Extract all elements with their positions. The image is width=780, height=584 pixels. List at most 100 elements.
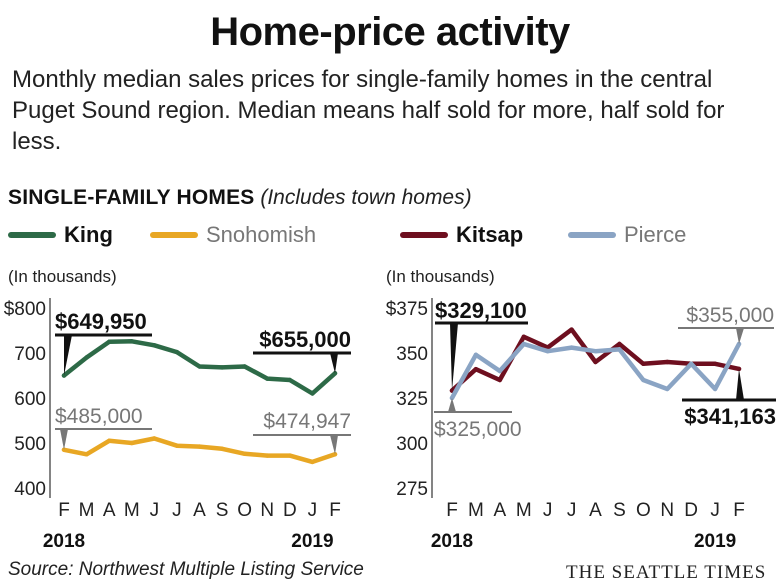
x-tick-label: J (172, 500, 182, 521)
x-tick-label: F (733, 500, 745, 521)
annotation-label: $655,000 (259, 327, 351, 352)
legend-label-king: King (64, 222, 113, 247)
data-point-snohomish (84, 452, 89, 457)
year-label-start: 2018 (43, 531, 85, 552)
annotation-label: $485,000 (55, 405, 143, 428)
data-point-kitsap (521, 334, 526, 339)
publisher-credit: THE SEATTLE TIMES (566, 562, 767, 583)
legend-item-snohomish: Snohomish (150, 220, 316, 250)
y-tick-label: 275 (396, 479, 428, 500)
x-tick-label: N (260, 500, 274, 521)
unit-label: (In thousands) (8, 267, 117, 286)
data-point-snohomish (287, 453, 293, 458)
y-tick-label: 300 (396, 434, 428, 455)
legend-swatch-king (8, 232, 56, 238)
data-point-kitsap (593, 359, 598, 365)
data-point-king (84, 355, 89, 360)
x-tick-label: F (329, 500, 341, 521)
data-point-snohomish (242, 451, 247, 456)
data-point-pierce (545, 349, 550, 354)
y-tick-label: $800 (4, 299, 46, 320)
y-tick-label: 400 (14, 479, 46, 500)
data-point-king (219, 365, 225, 370)
data-point-pierce (521, 341, 526, 347)
legend-swatch-pierce (568, 232, 616, 238)
data-point-kitsap (665, 359, 670, 365)
data-point-king (265, 376, 270, 381)
y-tick-label: $375 (386, 299, 428, 320)
data-point-snohomish (310, 459, 315, 465)
data-point-pierce (641, 377, 646, 383)
annotation-pointer (330, 353, 338, 374)
legend-label-pierce: Pierce (624, 222, 687, 247)
x-tick-label: D (283, 500, 297, 521)
x-tick-label: S (216, 500, 229, 521)
data-point-kitsap (569, 327, 574, 332)
x-tick-label: M (468, 500, 484, 521)
annotation-label: $355,000 (686, 304, 774, 327)
data-point-king (310, 391, 315, 396)
y-tick-label: 325 (396, 389, 428, 410)
data-point-snohomish (219, 446, 225, 452)
data-point-snohomish (197, 444, 202, 449)
annotation-pointer (60, 429, 68, 450)
x-tick-label: M (516, 500, 532, 521)
data-point-pierce (593, 349, 598, 354)
data-point-kitsap (617, 341, 622, 347)
annotation-pointer (736, 328, 744, 344)
data-point-pierce (617, 347, 622, 352)
x-tick-label: M (79, 500, 95, 521)
y-tick-label: 700 (14, 344, 46, 365)
data-point-kitsap (497, 377, 503, 383)
series-line-snohomish (61, 436, 338, 465)
data-point-kitsap (641, 361, 646, 366)
x-tick-label: F (58, 500, 70, 521)
x-tick-label: S (613, 500, 626, 521)
data-point-snohomish (265, 453, 270, 458)
legend-label-kitsap: Kitsap (456, 222, 524, 247)
x-tick-label: O (237, 500, 252, 521)
data-point-snohomish (152, 436, 157, 441)
x-tick-label: D (684, 500, 698, 521)
source-note: Source: Northwest Multiple Listing Servi… (8, 559, 364, 580)
x-tick-label: J (710, 500, 720, 521)
annotation-label: $474,947 (263, 410, 351, 433)
data-point-king (61, 373, 67, 378)
x-tick-label: A (493, 500, 506, 521)
data-point-pierce (497, 368, 503, 374)
x-tick-label: F (446, 500, 458, 521)
data-point-kitsap (473, 367, 479, 372)
y-tick-label: 350 (396, 344, 428, 365)
x-tick-label: J (150, 500, 160, 521)
page-subtitle: Monthly median sales prices for single-f… (12, 66, 725, 155)
section-heading: SINGLE-FAMILY HOMES (Includes town homes… (8, 186, 472, 210)
annotation-pointer (736, 368, 744, 400)
data-point-snohomish (332, 452, 338, 457)
page-title: Home-price activity (210, 10, 570, 54)
section-label: SINGLE-FAMILY HOMES (8, 186, 255, 209)
unit-label: (In thousands) (386, 267, 495, 286)
data-point-pierce (688, 361, 694, 366)
annotation-label: $329,100 (435, 298, 527, 323)
x-tick-label: J (543, 500, 553, 521)
data-point-pierce (736, 341, 742, 347)
section-note: (Includes town homes) (260, 186, 472, 209)
x-tick-label: A (589, 500, 602, 521)
year-label-end: 2019 (291, 531, 333, 552)
data-point-snohomish (129, 440, 134, 446)
x-tick-label: A (193, 500, 206, 521)
data-point-snohomish (174, 443, 180, 448)
data-point-pierce (712, 386, 718, 392)
data-point-snohomish (106, 438, 112, 443)
annotation-label: $325,000 (434, 418, 522, 441)
legend-item-king: King (8, 220, 113, 250)
data-point-king (242, 364, 247, 369)
annotation-label: $341,163 (684, 404, 776, 429)
data-point-pierce (665, 386, 670, 392)
data-point-kitsap (736, 366, 742, 372)
data-point-pierce (473, 352, 479, 357)
data-point-king (287, 377, 293, 383)
annotation-pointer (448, 398, 456, 412)
x-tick-label: M (124, 500, 140, 521)
y-tick-label: 600 (14, 389, 46, 410)
